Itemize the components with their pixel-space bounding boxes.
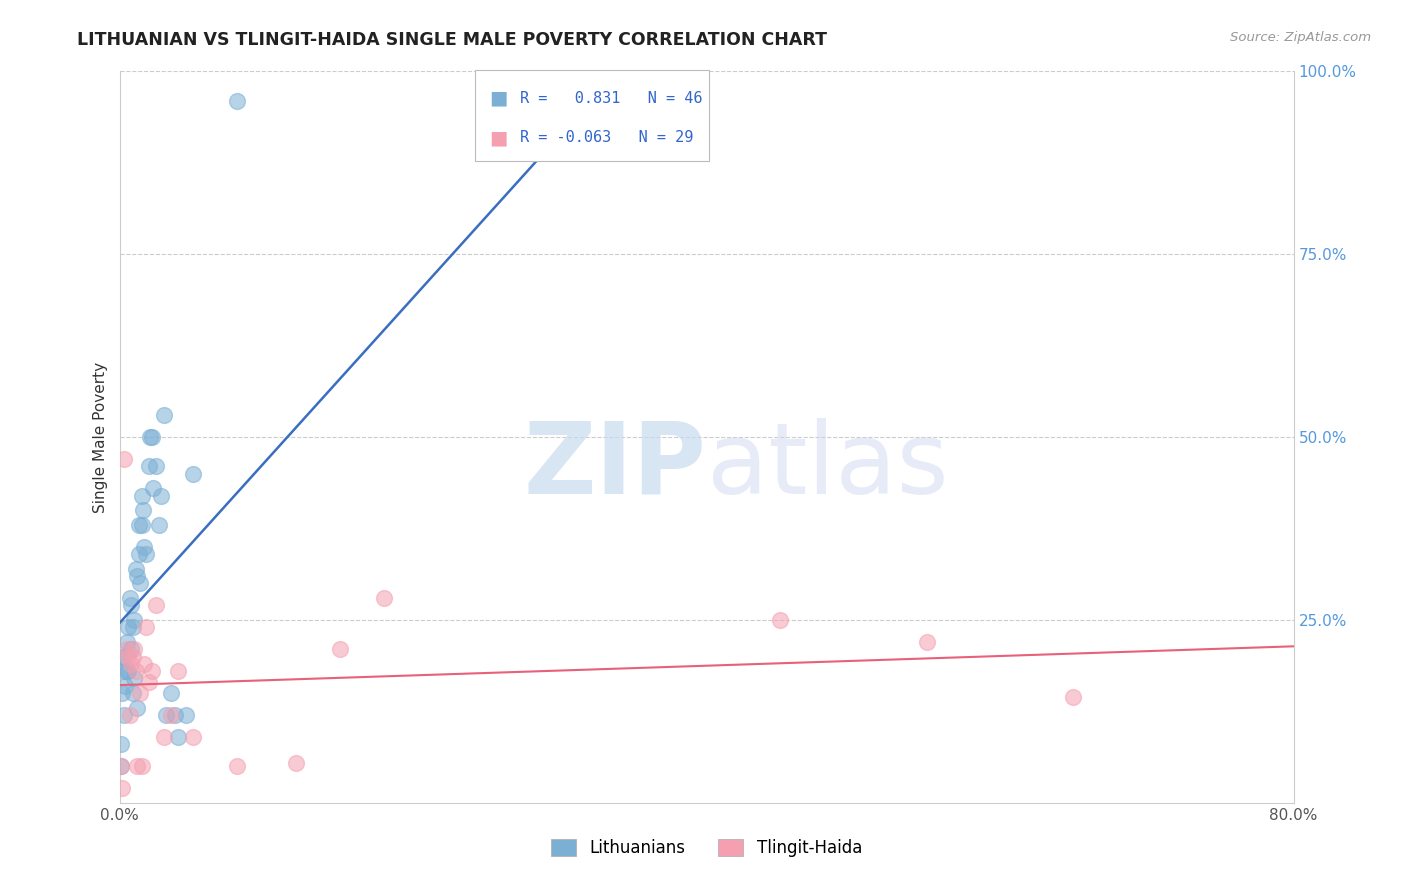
Point [149, 489, 172, 503]
Text: atlas: atlas [707, 417, 948, 515]
Point [120, 599, 142, 613]
Point [142, 481, 165, 495]
Point [134, 657, 156, 671]
Text: R = -0.063   N = 29: R = -0.063 N = 29 [520, 130, 693, 145]
Point [148, 517, 170, 532]
Point [129, 576, 152, 591]
Text: ■: ■ [489, 88, 508, 108]
Point [127, 700, 149, 714]
Point [138, 675, 160, 690]
Point [181, 467, 204, 481]
Point [118, 591, 141, 605]
Point [127, 759, 149, 773]
Point [111, 781, 134, 796]
Point [122, 642, 145, 657]
Point [132, 503, 155, 517]
Point [373, 591, 395, 605]
Point [915, 635, 938, 649]
Y-axis label: Single Male Poverty: Single Male Poverty [93, 361, 108, 513]
Legend: Lithuanians, Tlingit-Haida: Lithuanians, Tlingit-Haida [544, 832, 869, 864]
Point [135, 620, 157, 634]
Point [124, 664, 146, 678]
Point [139, 430, 162, 444]
Text: Source: ZipAtlas.com: Source: ZipAtlas.com [1230, 31, 1371, 45]
Text: ■: ■ [489, 128, 508, 147]
Point [225, 94, 249, 108]
Point [115, 635, 138, 649]
Point [122, 613, 145, 627]
Point [110, 759, 132, 773]
Point [152, 408, 174, 422]
Point [117, 649, 139, 664]
Point [118, 708, 141, 723]
Point [128, 517, 150, 532]
Point [145, 459, 167, 474]
Point [121, 686, 143, 700]
Point [152, 730, 174, 744]
Point [131, 489, 153, 503]
Point [121, 649, 143, 664]
Point [284, 756, 307, 770]
Point [124, 562, 146, 576]
Point [141, 430, 163, 444]
Point [141, 664, 163, 678]
Point [769, 613, 792, 627]
Point [110, 759, 132, 773]
Text: ZIP: ZIP [523, 417, 707, 515]
Point [127, 569, 149, 583]
Point [329, 642, 352, 657]
Point [174, 708, 197, 723]
Point [1062, 690, 1084, 704]
Point [115, 642, 138, 657]
Point [117, 620, 139, 634]
Point [114, 649, 136, 664]
Point [160, 708, 183, 723]
Point [122, 672, 145, 686]
Point [115, 664, 138, 678]
Point [138, 459, 160, 474]
Point [181, 730, 204, 744]
Point [117, 664, 139, 678]
Point [129, 686, 152, 700]
Point [134, 540, 156, 554]
Point [666, 78, 689, 93]
Point [225, 759, 249, 773]
Point [110, 737, 132, 751]
Point [160, 686, 183, 700]
Point [128, 547, 150, 561]
Point [114, 679, 136, 693]
Point [131, 517, 153, 532]
Point [120, 657, 142, 671]
Point [167, 664, 190, 678]
Text: R =   0.831   N = 46: R = 0.831 N = 46 [520, 91, 702, 106]
Point [155, 708, 177, 723]
Point [135, 547, 157, 561]
Point [112, 664, 135, 678]
Point [165, 708, 187, 723]
Point [111, 649, 134, 664]
Point [167, 730, 190, 744]
Point [112, 452, 135, 467]
Point [111, 686, 134, 700]
Point [120, 642, 142, 657]
Point [121, 620, 143, 634]
Point [145, 599, 167, 613]
Point [131, 759, 153, 773]
Point [112, 708, 135, 723]
Text: LITHUANIAN VS TLINGIT-HAIDA SINGLE MALE POVERTY CORRELATION CHART: LITHUANIAN VS TLINGIT-HAIDA SINGLE MALE … [77, 31, 827, 49]
